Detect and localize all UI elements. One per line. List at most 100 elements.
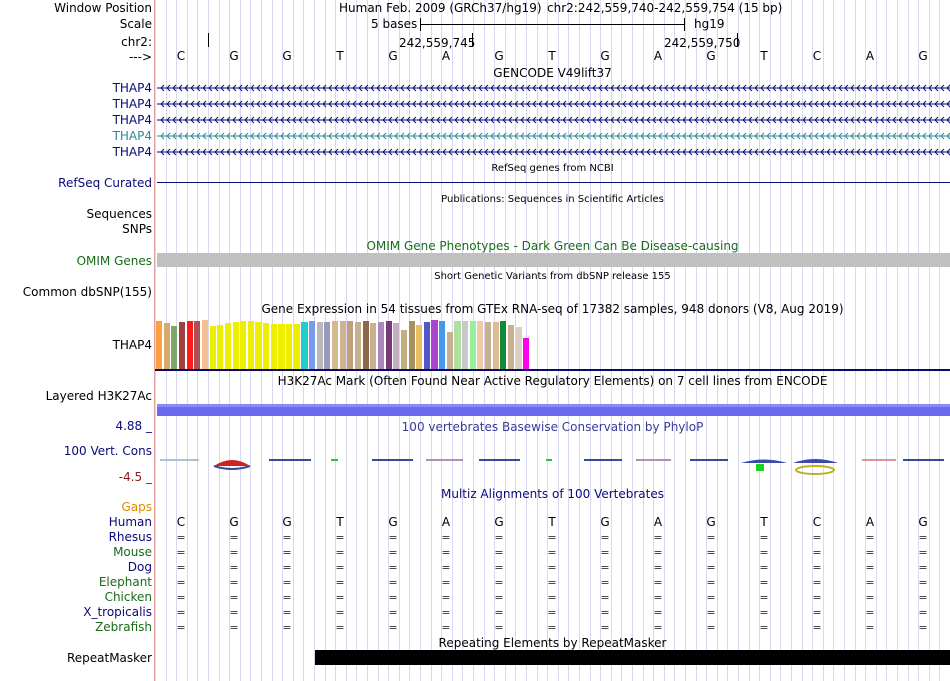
gtex-tissue-bar[interactable]: [178, 322, 186, 369]
h3k27ac-signal-bar[interactable]: [157, 404, 950, 416]
gencode-transcript-label[interactable]: THAP4: [112, 81, 152, 95]
gtex-tissue-bar[interactable]: [469, 321, 476, 369]
gtex-tissue-bar[interactable]: [286, 324, 293, 369]
gtex-tissue-bar[interactable]: [416, 325, 423, 369]
sequence-base: C: [176, 49, 186, 63]
conservation-label[interactable]: 100 Vert. Cons: [63, 444, 152, 458]
gencode-title[interactable]: GENCODE V49lift37: [493, 66, 612, 80]
gtex-tissue-bar[interactable]: [278, 324, 285, 369]
gtex-tissue-bar[interactable]: [324, 322, 331, 369]
gencode-transcript-label[interactable]: THAP4: [112, 113, 152, 127]
gtex-tissue-bar[interactable]: [347, 321, 354, 369]
gencode-transcript-feature[interactable]: [157, 131, 950, 141]
dbsnp-label[interactable]: Common dbSNP(155): [22, 285, 152, 299]
gtex-tissue-bar[interactable]: [507, 325, 515, 369]
gtex-tissue-bar[interactable]: [255, 322, 262, 369]
gtex-tissue-bar[interactable]: [523, 338, 530, 369]
species-label[interactable]: X_tropicalis: [83, 605, 152, 619]
species-label[interactable]: Elephant: [98, 575, 152, 589]
gtex-tissue-bar[interactable]: [370, 323, 377, 369]
gencode-transcript-feature[interactable]: [157, 83, 950, 93]
gtex-tissue-bar[interactable]: [446, 332, 453, 369]
repeatmasker-title[interactable]: Repeating Elements by RepeatMasker: [438, 636, 667, 650]
alignment-match: =: [706, 561, 716, 574]
publications-label[interactable]: Sequences: [86, 207, 152, 221]
gtex-tissue-bar[interactable]: [484, 322, 492, 369]
gtex-tissue-bar[interactable]: [156, 321, 163, 369]
gencode-transcript-label[interactable]: THAP4: [112, 97, 152, 111]
omim-label[interactable]: OMIM Genes: [76, 254, 152, 268]
gtex-tissue-bar[interactable]: [477, 321, 484, 369]
omim-title[interactable]: OMIM Gene Phenotypes - Dark Green Can Be…: [366, 239, 739, 253]
gtex-tissue-bar[interactable]: [423, 322, 430, 369]
species-label[interactable]: Zebrafish: [95, 620, 152, 634]
gtex-tissue-bar[interactable]: [263, 323, 270, 369]
gtex-tissue-bar[interactable]: [163, 323, 170, 369]
refseq-title[interactable]: RefSeq genes from NCBI: [491, 163, 614, 174]
gtex-tissue-bar[interactable]: [362, 321, 369, 369]
gtex-tissue-bar[interactable]: [400, 330, 407, 369]
gtex-tissue-bar[interactable]: [354, 322, 362, 369]
gtex-tissue-bar[interactable]: [462, 321, 469, 369]
omim-feature-bar[interactable]: [157, 253, 950, 267]
gtex-tissue-bar[interactable]: [492, 322, 499, 369]
alignment-match: =: [706, 621, 716, 634]
gencode-transcript-feature[interactable]: [157, 99, 950, 109]
gtex-tissue-bar[interactable]: [309, 321, 316, 369]
gencode-transcript-feature[interactable]: [157, 147, 950, 157]
species-label[interactable]: Chicken: [104, 590, 152, 604]
gtex-tissue-bar[interactable]: [247, 321, 254, 369]
gtex-tissue-bar[interactable]: [186, 321, 193, 369]
gtex-tissue-bar[interactable]: [500, 321, 507, 369]
gtex-tissue-bar[interactable]: [393, 323, 400, 369]
publications-title[interactable]: Publications: Sequences in Scientific Ar…: [441, 194, 664, 205]
species-label[interactable]: Mouse: [113, 545, 152, 559]
gtex-tissue-bar[interactable]: [232, 322, 239, 369]
gencode-transcript-feature[interactable]: [157, 115, 950, 125]
gtex-tissue-bar[interactable]: [201, 320, 209, 369]
repeatmasker-element[interactable]: [315, 650, 950, 665]
gencode-transcript-label[interactable]: THAP4: [112, 145, 152, 159]
gtex-tissue-bar[interactable]: [301, 322, 308, 369]
repeatmasker-label[interactable]: RepeatMasker: [66, 651, 152, 665]
chrom-label: chr2:: [121, 35, 152, 49]
gtex-tissue-bar[interactable]: [194, 321, 201, 369]
alignment-match: =: [388, 546, 398, 559]
gtex-tissue-bar[interactable]: [431, 320, 438, 369]
gtex-tissue-bar[interactable]: [224, 323, 232, 369]
gtex-title[interactable]: Gene Expression in 54 tissues from GTEx …: [261, 302, 844, 316]
dbsnp-title[interactable]: Short Genetic Variants from dbSNP releas…: [434, 271, 671, 282]
gtex-label[interactable]: THAP4: [112, 338, 152, 352]
grid-line: [430, 0, 432, 681]
gtex-tissue-bar[interactable]: [339, 321, 346, 369]
alignment-match: =: [441, 606, 451, 619]
gtex-tissue-bar[interactable]: [332, 321, 339, 369]
conservation-title[interactable]: 100 vertebrates Basewise Conservation by…: [401, 420, 704, 434]
gtex-tissue-bar[interactable]: [293, 324, 300, 369]
refseq-label[interactable]: RefSeq Curated: [58, 176, 152, 190]
h3k27ac-label[interactable]: Layered H3K27Ac: [45, 389, 152, 403]
gtex-tissue-bar[interactable]: [385, 321, 392, 369]
gtex-tissue-bar[interactable]: [439, 321, 446, 369]
alignment-base: T: [336, 515, 344, 529]
species-label[interactable]: Rhesus: [108, 530, 152, 544]
multiz-title[interactable]: Multiz Alignments of 100 Vertebrates: [440, 487, 665, 501]
snps-label[interactable]: SNPs: [122, 222, 152, 236]
gtex-tissue-bar[interactable]: [217, 325, 224, 369]
refseq-feature-line[interactable]: [157, 182, 950, 183]
gencode-transcript-label[interactable]: THAP4: [112, 129, 152, 143]
gtex-tissue-bar[interactable]: [408, 321, 415, 369]
gtex-tissue-bar[interactable]: [454, 321, 461, 369]
gtex-tissue-bar[interactable]: [316, 322, 323, 369]
species-label[interactable]: Human: [108, 515, 152, 529]
gtex-tissue-bar[interactable]: [209, 326, 216, 369]
window-position-value[interactable]: chr2:242,559,740-242,559,754 (15 bp): [547, 1, 783, 15]
species-label[interactable]: Dog: [127, 560, 152, 574]
gtex-tissue-bar[interactable]: [515, 327, 522, 369]
h3k27ac-title[interactable]: H3K27Ac Mark (Often Found Near Active Re…: [277, 374, 828, 388]
gtex-tissue-bar[interactable]: [377, 322, 385, 369]
gtex-tissue-bar[interactable]: [171, 326, 178, 369]
gtex-tissue-bar[interactable]: [270, 324, 277, 369]
gtex-tissue-bar[interactable]: [240, 321, 247, 369]
